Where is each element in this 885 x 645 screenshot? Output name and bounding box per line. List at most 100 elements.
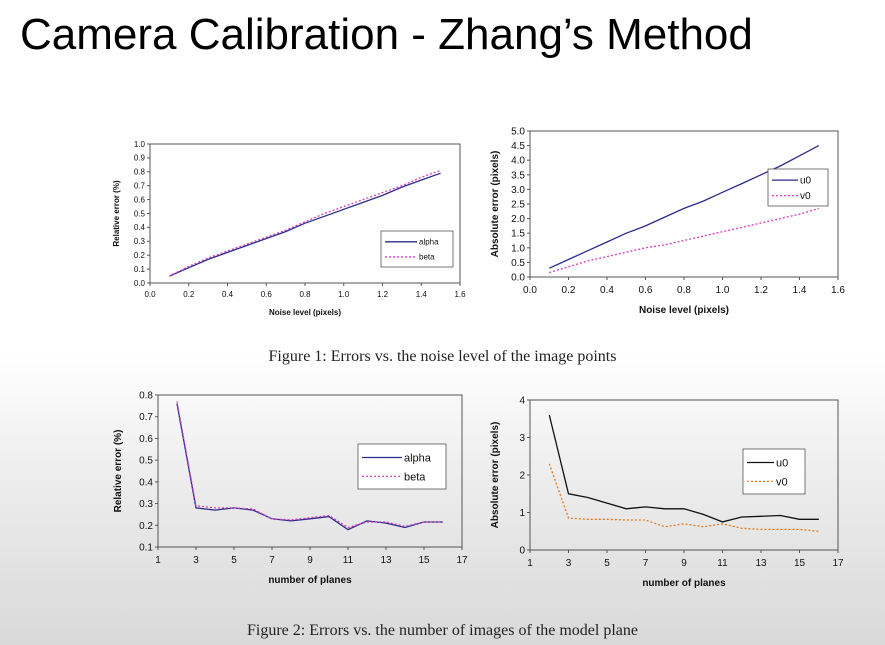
x-tick-label: 13 (755, 558, 767, 569)
slide-title: Camera Calibration - Zhang’s Method (20, 10, 753, 59)
x-tick-label: 17 (456, 555, 468, 566)
y-axis-label: Relative error (%) (112, 180, 121, 247)
x-tick-label: 1.2 (377, 290, 389, 299)
y-tick-label: 0.8 (134, 168, 146, 177)
chart-relative-error-vs-noise: 0.0 0.2 0.4 0.6 0.8 1.0 1.2 1.4 1.6 0.0 0.1 0.2 0.3 0… (112, 140, 466, 317)
y-tick-label: 0.4 (139, 477, 153, 488)
legend-label-beta: beta (404, 471, 426, 483)
x-tick-label: 1.0 (716, 285, 730, 296)
series-line-beta (169, 169, 441, 277)
y-tick-label: 5.0 (511, 127, 525, 138)
y-tick-label: 4.5 (511, 141, 525, 152)
x-axis-label: Noise level (pixels) (639, 305, 729, 316)
figure-2-caption: Figure 2: Errors vs. the number of image… (246, 622, 638, 639)
y-tick-label: 4.0 (511, 156, 525, 167)
y-tick-label: 2 (519, 471, 525, 482)
y-tick-label: 0.0 (134, 279, 146, 288)
x-tick-label: 1 (527, 558, 533, 569)
x-tick-label: 9 (307, 555, 313, 566)
x-tick-label: 15 (418, 555, 430, 566)
x-tick-label: 15 (794, 558, 806, 569)
x-tick-label: 5 (231, 555, 237, 566)
x-tick-label: 1.0 (338, 290, 350, 299)
y-axis-label: Absolute error (pixels) (490, 151, 501, 258)
y-tick-label: 3 (519, 433, 525, 444)
legend-box (357, 443, 447, 490)
x-axis-label: number of planes (642, 578, 726, 589)
legend-label-alpha: alpha (419, 238, 439, 247)
x-tick-label: 0.2 (562, 285, 576, 296)
y-tick-label: 0.7 (139, 412, 153, 423)
y-tick-label: 0.0 (511, 273, 525, 284)
series-line-u0 (548, 414, 819, 523)
y-tick-label: 0.8 (139, 391, 153, 402)
legend-label-alpha: alpha (404, 452, 432, 464)
x-tick-label: 7 (269, 555, 275, 566)
x-tick-label: 9 (681, 558, 687, 569)
y-tick-label: 4 (519, 396, 525, 407)
y-tick-label: 1.0 (134, 140, 146, 149)
y-tick-label: 0.1 (134, 265, 146, 274)
y-tick-label: 0.5 (139, 456, 153, 467)
x-tick-label: 0.6 (261, 290, 273, 299)
legend-box (767, 168, 829, 207)
x-tick-label: 11 (717, 558, 728, 569)
x-tick-label: 11 (343, 555, 354, 566)
legend-label-v0: v0 (800, 191, 811, 202)
x-tick-label: 1.4 (416, 290, 428, 299)
y-tick-label: 0.3 (134, 237, 146, 246)
x-tick-label: 13 (380, 555, 392, 566)
y-tick-label: 0.2 (134, 251, 146, 260)
x-tick-label: 0.6 (639, 285, 653, 296)
x-tick-label: 1.2 (754, 285, 768, 296)
y-tick-label: 2.0 (511, 214, 525, 225)
x-tick-label: 1 (155, 555, 161, 566)
y-tick-label: 1 (519, 508, 525, 519)
y-tick-label: 0 (519, 546, 525, 557)
x-axis-label: Noise level (pixels) (269, 308, 341, 317)
y-tick-label: 0.9 (134, 154, 146, 163)
y-tick-label: 0.6 (139, 434, 153, 445)
series-line-u0 (549, 145, 820, 269)
x-tick-label: 0.0 (523, 285, 537, 296)
y-tick-label: 2.5 (511, 200, 525, 211)
y-axis-label: Relative error (%) (113, 430, 124, 513)
y-tick-label: 0.7 (134, 182, 146, 191)
series-line-alpha (176, 403, 443, 531)
chart-relative-error-vs-planes: 1 3 5 7 9 11 13 15 170.10.20.30.40.50.60.70.8num… (113, 391, 468, 587)
series-line-v0 (548, 463, 819, 532)
legend-label-u0: u0 (800, 176, 812, 187)
x-tick-label: 17 (832, 558, 844, 569)
y-tick-label: 0.4 (134, 223, 146, 232)
x-tick-label: 0.2 (183, 290, 195, 299)
y-tick-label: 0.1 (139, 543, 153, 554)
x-tick-label: 0.0 (144, 290, 156, 299)
y-tick-label: 0.6 (134, 195, 146, 204)
series-line-alpha (169, 172, 441, 277)
y-axis-label: Absolute error (pixels) (490, 422, 501, 529)
y-tick-label: 1.0 (511, 243, 525, 254)
x-tick-label: 1.6 (454, 290, 466, 299)
x-tick-label: 1.4 (793, 285, 807, 296)
x-tick-label: 0.8 (299, 290, 311, 299)
x-tick-label: 3 (566, 558, 572, 569)
x-tick-label: 0.8 (677, 285, 691, 296)
y-tick-label: 3.0 (511, 185, 525, 196)
x-tick-label: 5 (604, 558, 610, 569)
legend-label-v0: v0 (776, 476, 788, 488)
y-tick-label: 3.5 (511, 170, 525, 181)
legend-label-beta: beta (419, 253, 435, 262)
x-tick-label: 0.4 (222, 290, 234, 299)
legend-box (742, 448, 806, 495)
y-tick-label: 0.3 (139, 499, 153, 510)
y-tick-label: 0.5 (134, 209, 146, 218)
x-tick-label: 7 (643, 558, 649, 569)
y-tick-label: 0.5 (511, 258, 525, 269)
x-tick-label: 3 (193, 555, 199, 566)
y-tick-label: 0.2 (139, 521, 153, 532)
x-axis-label: number of planes (268, 575, 352, 586)
series-line-v0 (549, 207, 819, 274)
y-tick-label: 1.5 (511, 229, 525, 240)
x-tick-label: 0.4 (600, 285, 614, 296)
